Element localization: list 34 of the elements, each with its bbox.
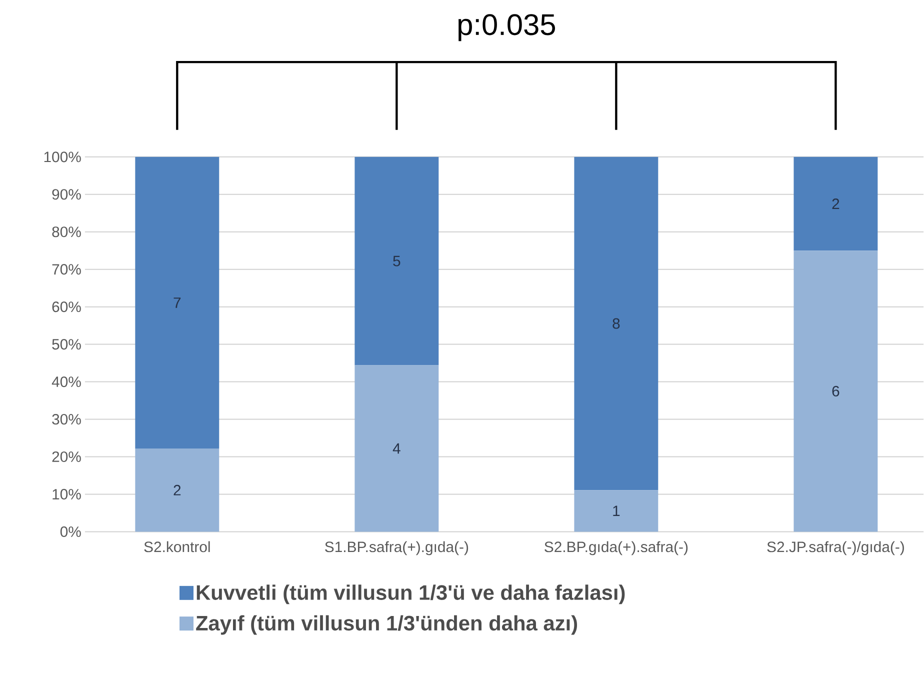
- y-tick-label: 80%: [52, 226, 81, 238]
- legend-label: Zayıf (tüm villusun 1/3'ünden daha azı): [196, 615, 578, 635]
- y-tick-label: 70%: [52, 264, 81, 275]
- y-tick-label: 100%: [44, 152, 81, 162]
- annotation: 1: [613, 506, 620, 516]
- annotation: 7: [174, 298, 181, 308]
- bar: [354, 157, 439, 366]
- annotation: 8: [612, 318, 620, 329]
- y-tick-label: 20%: [52, 452, 81, 462]
- bar: [354, 365, 439, 532]
- annotation: 2: [174, 485, 181, 496]
- x-tick-label: S2.kontrol: [144, 541, 210, 552]
- annotation: 6: [832, 386, 840, 397]
- y-tick-label: 90%: [52, 189, 81, 200]
- bar: [135, 448, 220, 532]
- annotation: 5: [393, 256, 400, 266]
- bar: [794, 157, 878, 251]
- bar: [794, 250, 878, 532]
- y-tick-label: 40%: [52, 376, 81, 388]
- bar: [574, 157, 658, 490]
- x-tick-label: S2.BP.gıda(+).safra(-): [544, 541, 688, 556]
- x-tick-label: S1.BP.safra(+).gıda(-): [325, 541, 468, 556]
- annotation: 4: [392, 444, 400, 454]
- legend-label: Kuvvetli (tüm villusun 1/3'ü ve daha fazlası): [196, 584, 625, 604]
- x-tick-label: S2.JP.safra(-)/gıda(-): [767, 541, 904, 556]
- y-tick-label: 10%: [52, 489, 81, 500]
- bar: [574, 490, 658, 532]
- y-tick-label: 60%: [52, 302, 81, 312]
- y-tick-label: 50%: [52, 339, 81, 350]
- y-tick-label: 0%: [60, 526, 81, 538]
- bar: [135, 157, 220, 449]
- text: p:0.035: [458, 14, 556, 42]
- annotation: 2: [832, 198, 840, 210]
- y-tick-label: 30%: [52, 414, 81, 425]
